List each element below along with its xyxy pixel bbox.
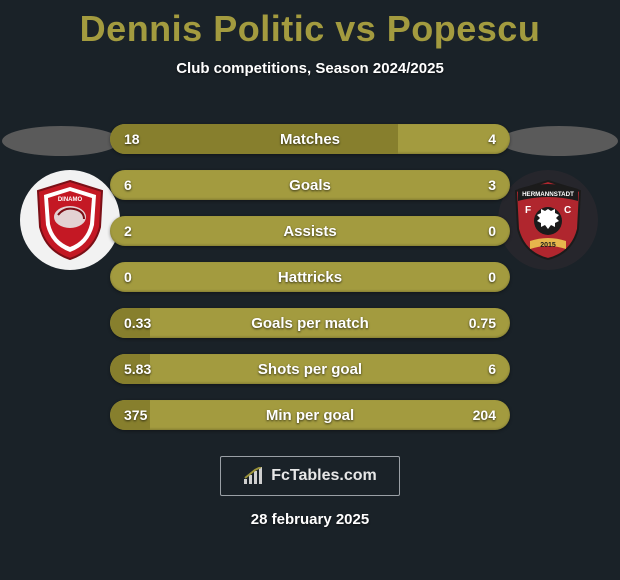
player-photo-left-placeholder — [2, 126, 120, 156]
stat-row: 2Assists0 — [110, 216, 510, 246]
page-subtitle: Club competitions, Season 2024/2025 — [0, 60, 620, 77]
svg-text:HERMANNSTADT: HERMANNSTADT — [522, 191, 574, 198]
stat-label: Assists — [110, 216, 510, 246]
club-year: 2015 — [540, 242, 556, 249]
stat-label: Matches — [110, 124, 510, 154]
svg-text:C: C — [564, 205, 571, 216]
stat-value-right: 0.75 — [469, 308, 496, 338]
svg-text:DINAMO: DINAMO — [58, 197, 83, 203]
stat-row: 18Matches4 — [110, 124, 510, 154]
stat-row: 5.83Shots per goal6 — [110, 354, 510, 384]
stat-row: 0Hattricks0 — [110, 262, 510, 292]
page-title: Dennis Politic vs Popescu — [0, 0, 620, 50]
chart-icon — [243, 467, 265, 485]
svg-text:F: F — [525, 205, 531, 216]
stat-value-right: 3 — [488, 170, 496, 200]
footer-date: 28 february 2025 — [0, 511, 620, 528]
hermannstadt-shield-icon: HERMANNSTADT F C 2015 — [512, 179, 584, 261]
club-badge-left: DINAMO — [20, 170, 120, 270]
player-photo-right-placeholder — [500, 126, 618, 156]
brand-badge[interactable]: FcTables.com — [220, 456, 400, 496]
stat-value-right: 204 — [473, 400, 496, 430]
stat-label: Hattricks — [110, 262, 510, 292]
stat-row: 375Min per goal204 — [110, 400, 510, 430]
brand-label: FcTables.com — [271, 467, 377, 485]
dinamo-shield-icon: DINAMO — [34, 179, 106, 261]
stat-row: 6Goals3 — [110, 170, 510, 200]
stat-label: Min per goal — [110, 400, 510, 430]
stat-label: Shots per goal — [110, 354, 510, 384]
stat-value-right: 6 — [488, 354, 496, 384]
stat-value-right: 0 — [488, 216, 496, 246]
stats-panel: 18Matches46Goals32Assists00Hattricks00.3… — [110, 124, 510, 446]
stat-row: 0.33Goals per match0.75 — [110, 308, 510, 338]
stat-value-right: 0 — [488, 262, 496, 292]
stat-label: Goals — [110, 170, 510, 200]
club-badge-right: HERMANNSTADT F C 2015 — [498, 170, 598, 270]
stat-label: Goals per match — [110, 308, 510, 338]
stat-value-right: 4 — [488, 124, 496, 154]
